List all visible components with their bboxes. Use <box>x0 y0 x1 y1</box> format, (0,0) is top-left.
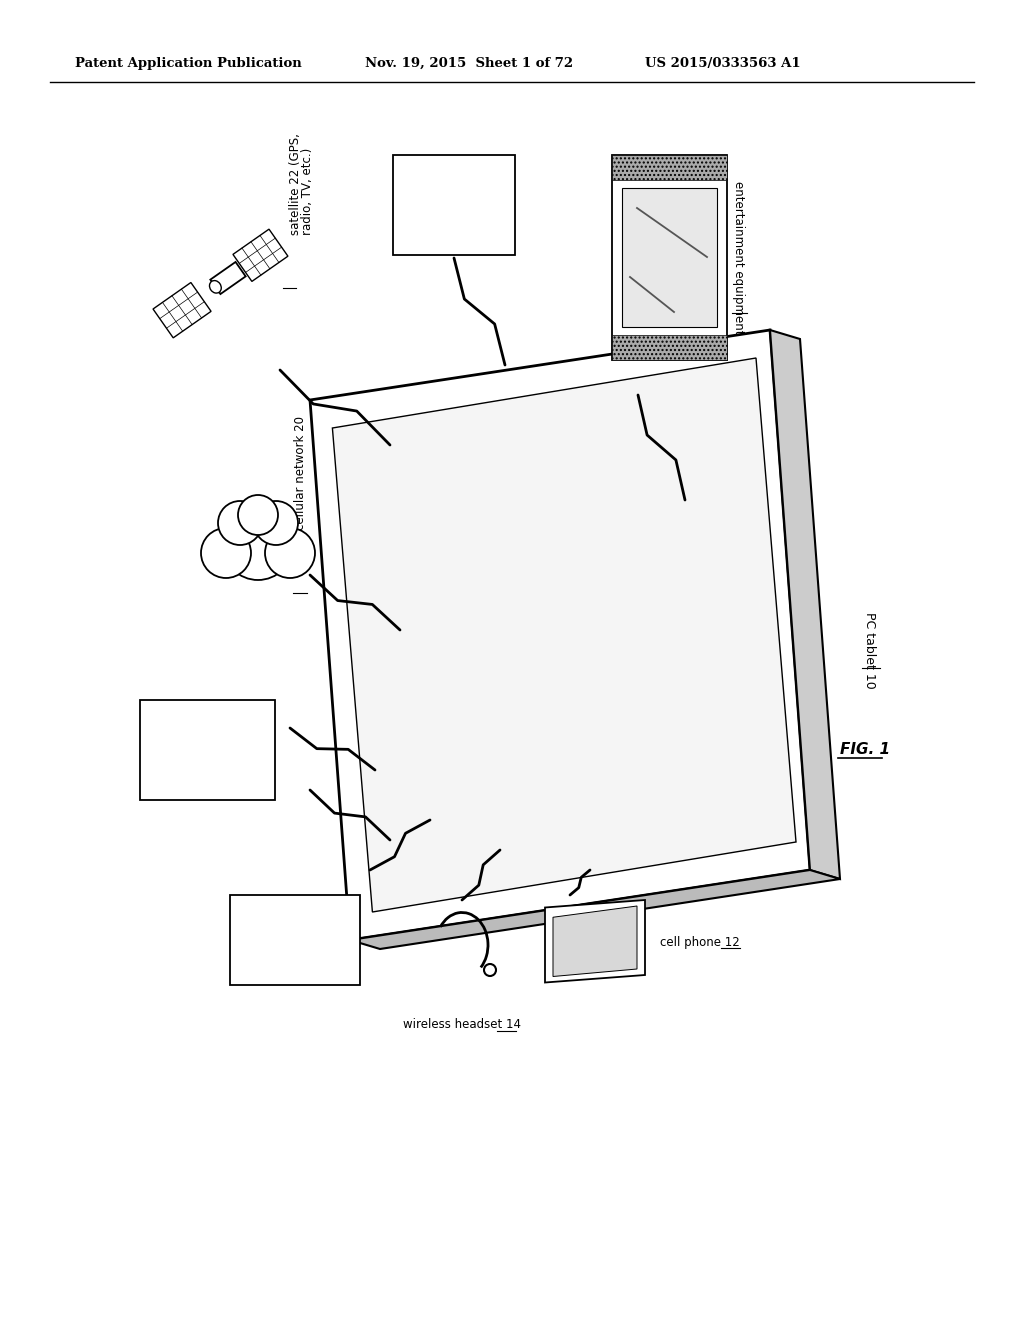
Text: communication: communication <box>162 738 253 751</box>
Circle shape <box>223 510 293 579</box>
Circle shape <box>218 502 262 545</box>
Text: entertainment equipment 26: entertainment equipment 26 <box>732 181 745 354</box>
Bar <box>393 154 515 255</box>
Text: US 2015/0333563 A1: US 2015/0333563 A1 <box>645 57 801 70</box>
Polygon shape <box>545 900 645 982</box>
Polygon shape <box>210 261 246 294</box>
Text: satellite 22 (GPS,: satellite 22 (GPS, <box>289 133 301 235</box>
Text: wireless headset 14: wireless headset 14 <box>403 1019 521 1031</box>
Polygon shape <box>553 906 637 977</box>
Text: cell phone 12: cell phone 12 <box>660 936 739 949</box>
Polygon shape <box>232 230 288 281</box>
Bar <box>612 335 727 360</box>
Bar <box>230 895 360 985</box>
Circle shape <box>254 502 298 545</box>
Bar <box>612 154 727 180</box>
Text: radio, TV, etc.): radio, TV, etc.) <box>301 148 314 235</box>
Text: Nov. 19, 2015  Sheet 1 of 72: Nov. 19, 2015 Sheet 1 of 72 <box>365 57 573 70</box>
Bar <box>612 154 727 360</box>
Text: wireless power: wireless power <box>251 913 339 927</box>
Bar <box>140 700 275 800</box>
Text: transmitter 16: transmitter 16 <box>252 936 338 949</box>
Text: device 18: device 18 <box>179 759 237 772</box>
Bar <box>622 187 717 327</box>
Ellipse shape <box>210 281 221 293</box>
Text: WLAN access: WLAN access <box>415 177 494 190</box>
Text: cellular network 20: cellular network 20 <box>294 416 306 531</box>
Text: PC tablet 10: PC tablet 10 <box>863 611 877 688</box>
Circle shape <box>238 495 278 535</box>
Text: Patent Application Publication: Patent Application Publication <box>75 57 302 70</box>
Circle shape <box>265 528 315 578</box>
Circle shape <box>484 964 496 975</box>
Text: point 24: point 24 <box>429 198 478 211</box>
Polygon shape <box>333 358 796 912</box>
Circle shape <box>201 528 251 578</box>
Polygon shape <box>153 282 211 338</box>
Polygon shape <box>310 330 810 940</box>
Text: FIG. 1: FIG. 1 <box>840 742 890 758</box>
Text: wireless: wireless <box>183 715 231 729</box>
Polygon shape <box>350 870 840 949</box>
Polygon shape <box>770 330 840 879</box>
